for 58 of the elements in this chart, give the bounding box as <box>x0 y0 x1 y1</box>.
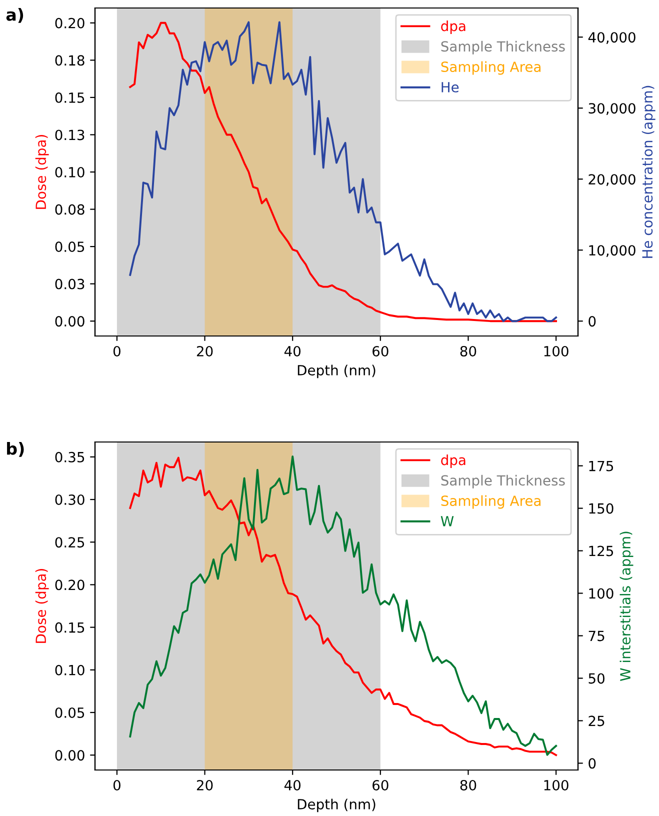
y2-tick-label: 175 <box>589 460 614 472</box>
y-tick-label: 0.18 <box>55 55 84 66</box>
band-label: Sample Thickness <box>441 40 565 54</box>
x-tick-label: 0 <box>113 346 120 356</box>
y-tick-label: 0.05 <box>55 242 84 252</box>
band-label: Sampling Area <box>441 495 540 509</box>
x-tick-label: 100 <box>544 780 568 790</box>
y2-tick-label: 100 <box>589 588 614 599</box>
x-tick-label: 60 <box>372 346 388 356</box>
y-tick-label: 0.13 <box>55 130 84 140</box>
y-tick-label: 0.20 <box>55 18 84 28</box>
y2-tick-label: 40,000 <box>588 32 636 44</box>
y-tick-label: 0.08 <box>55 204 84 215</box>
legend-label: dpa <box>441 20 466 34</box>
legend-label: W <box>440 516 454 526</box>
x-tick-label: 100 <box>544 346 568 356</box>
text: a) <box>6 8 24 23</box>
y2-tick-label: 50 <box>588 673 604 684</box>
y-tick-label: 0.05 <box>55 707 84 718</box>
x-axis-title: Depth (nm) <box>298 364 376 378</box>
text: b) <box>7 442 24 457</box>
y-tick-label: 0.03 <box>55 278 84 290</box>
y2-tick-label: 150 <box>589 503 614 514</box>
y2-axis-title: He concentration (appm) <box>642 86 656 258</box>
band-label: Sampling Area <box>441 61 540 75</box>
y-tick-label: 0.10 <box>55 664 84 676</box>
x-tick-label: 40 <box>284 346 301 356</box>
y-tick-label: 0.15 <box>55 92 84 103</box>
y2-tick-label: 0 <box>588 758 596 769</box>
y-tick-label: 0.00 <box>55 750 84 761</box>
legend-label: He <box>442 82 459 92</box>
y-tick-label: 0.20 <box>55 580 84 590</box>
legend-label: dpa <box>441 454 466 468</box>
y2-tick-label: 75 <box>588 630 604 642</box>
y-tick-label: 0.25 <box>55 537 84 548</box>
x-tick-label: 0 <box>113 780 120 790</box>
y-tick-label: 0.10 <box>55 166 84 178</box>
y2-tick-label: 20,000 <box>588 174 636 186</box>
y2-tick-label: 30,000 <box>588 103 636 115</box>
band-label: Sample Thickness <box>441 474 565 488</box>
y2-tick-label: 25 <box>588 716 604 726</box>
y2-tick-label: 0 <box>588 316 596 327</box>
x-axis-title: Depth (nm) <box>298 798 376 812</box>
x-tick-label: 80 <box>460 780 476 790</box>
y-tick-label: 0.35 <box>55 452 84 462</box>
y-tick-label: 0.30 <box>55 494 84 505</box>
x-tick-label: 20 <box>196 346 213 356</box>
x-tick-label: 80 <box>460 346 476 356</box>
y-axis-title: Dose (dpa) <box>35 569 49 643</box>
y-tick-label: 0.15 <box>55 622 84 633</box>
y2-axis-title: W interstitials (appm) <box>620 532 634 681</box>
x-tick-label: 60 <box>372 780 388 790</box>
x-tick-label: 40 <box>284 780 301 790</box>
y2-tick-label: 125 <box>589 546 614 556</box>
x-tick-label: 20 <box>196 780 213 790</box>
y-axis-title: Dose (dpa) <box>35 135 49 209</box>
y-tick-label: 0.00 <box>55 316 84 327</box>
y2-tick-label: 10,000 <box>589 245 636 257</box>
